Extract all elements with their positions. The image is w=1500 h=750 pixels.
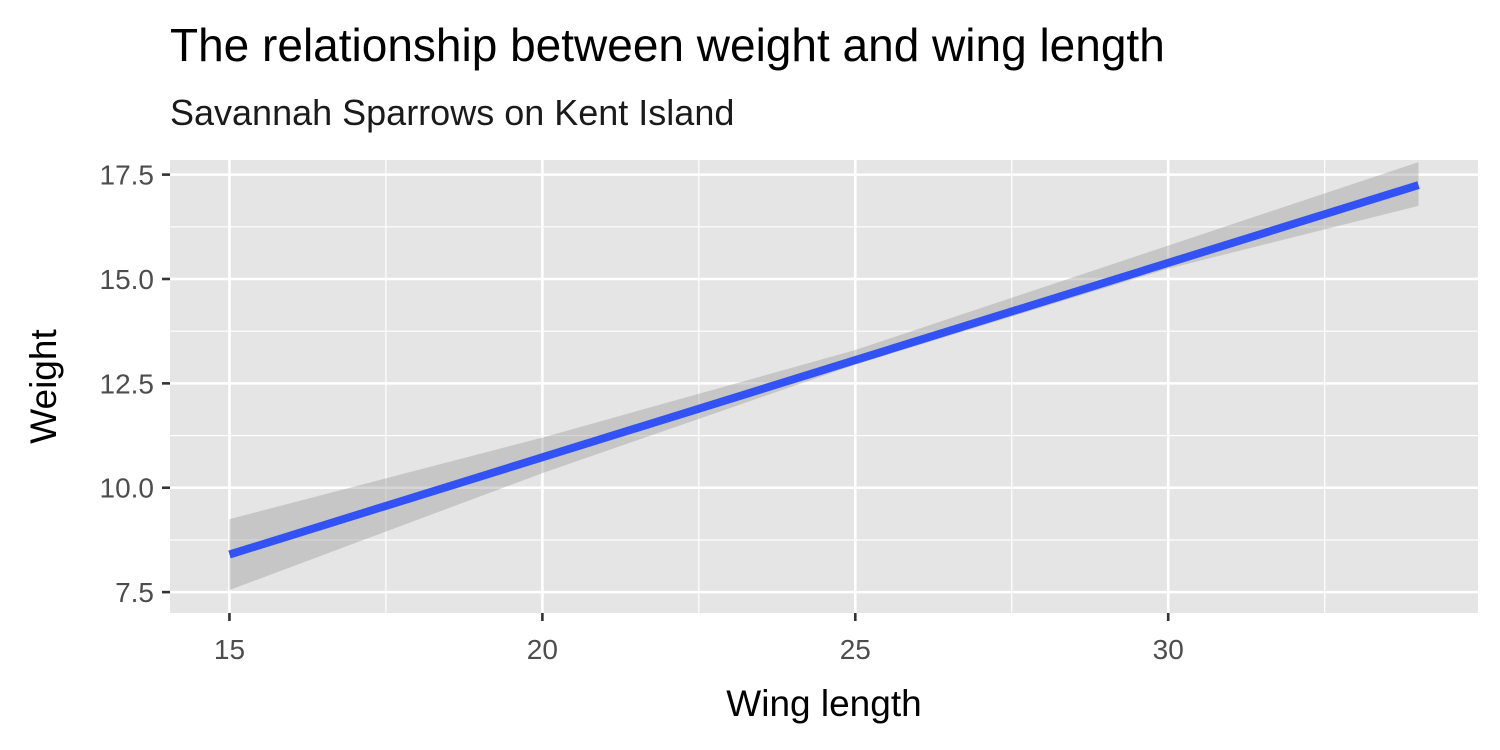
major-gridlines xyxy=(170,160,1478,613)
chart-subtitle: Savannah Sparrows on Kent Island xyxy=(170,92,735,133)
x-tick-label: 25 xyxy=(840,634,871,665)
x-tick-label: 15 xyxy=(214,634,245,665)
y-tick-label: 17.5 xyxy=(100,160,155,191)
y-tick-label: 15.0 xyxy=(100,264,155,295)
y-tick-label: 7.5 xyxy=(115,577,154,608)
x-axis-ticks: 15 20 25 30 xyxy=(214,613,1184,665)
minor-gridlines xyxy=(170,160,1478,613)
x-tick-label: 30 xyxy=(1153,634,1184,665)
y-axis-ticks: 7.5 10.0 12.5 15.0 17.5 xyxy=(100,160,170,608)
chart-title: The relationship between weight and wing… xyxy=(170,19,1165,71)
x-tick-label: 20 xyxy=(527,634,558,665)
y-tick-label: 10.0 xyxy=(100,473,155,504)
fit-line xyxy=(228,181,1420,559)
y-axis-title: Weight xyxy=(23,329,64,444)
x-axis-title: Wing length xyxy=(726,683,921,724)
y-tick-label: 12.5 xyxy=(100,368,155,399)
confidence-ribbon xyxy=(229,162,1419,590)
